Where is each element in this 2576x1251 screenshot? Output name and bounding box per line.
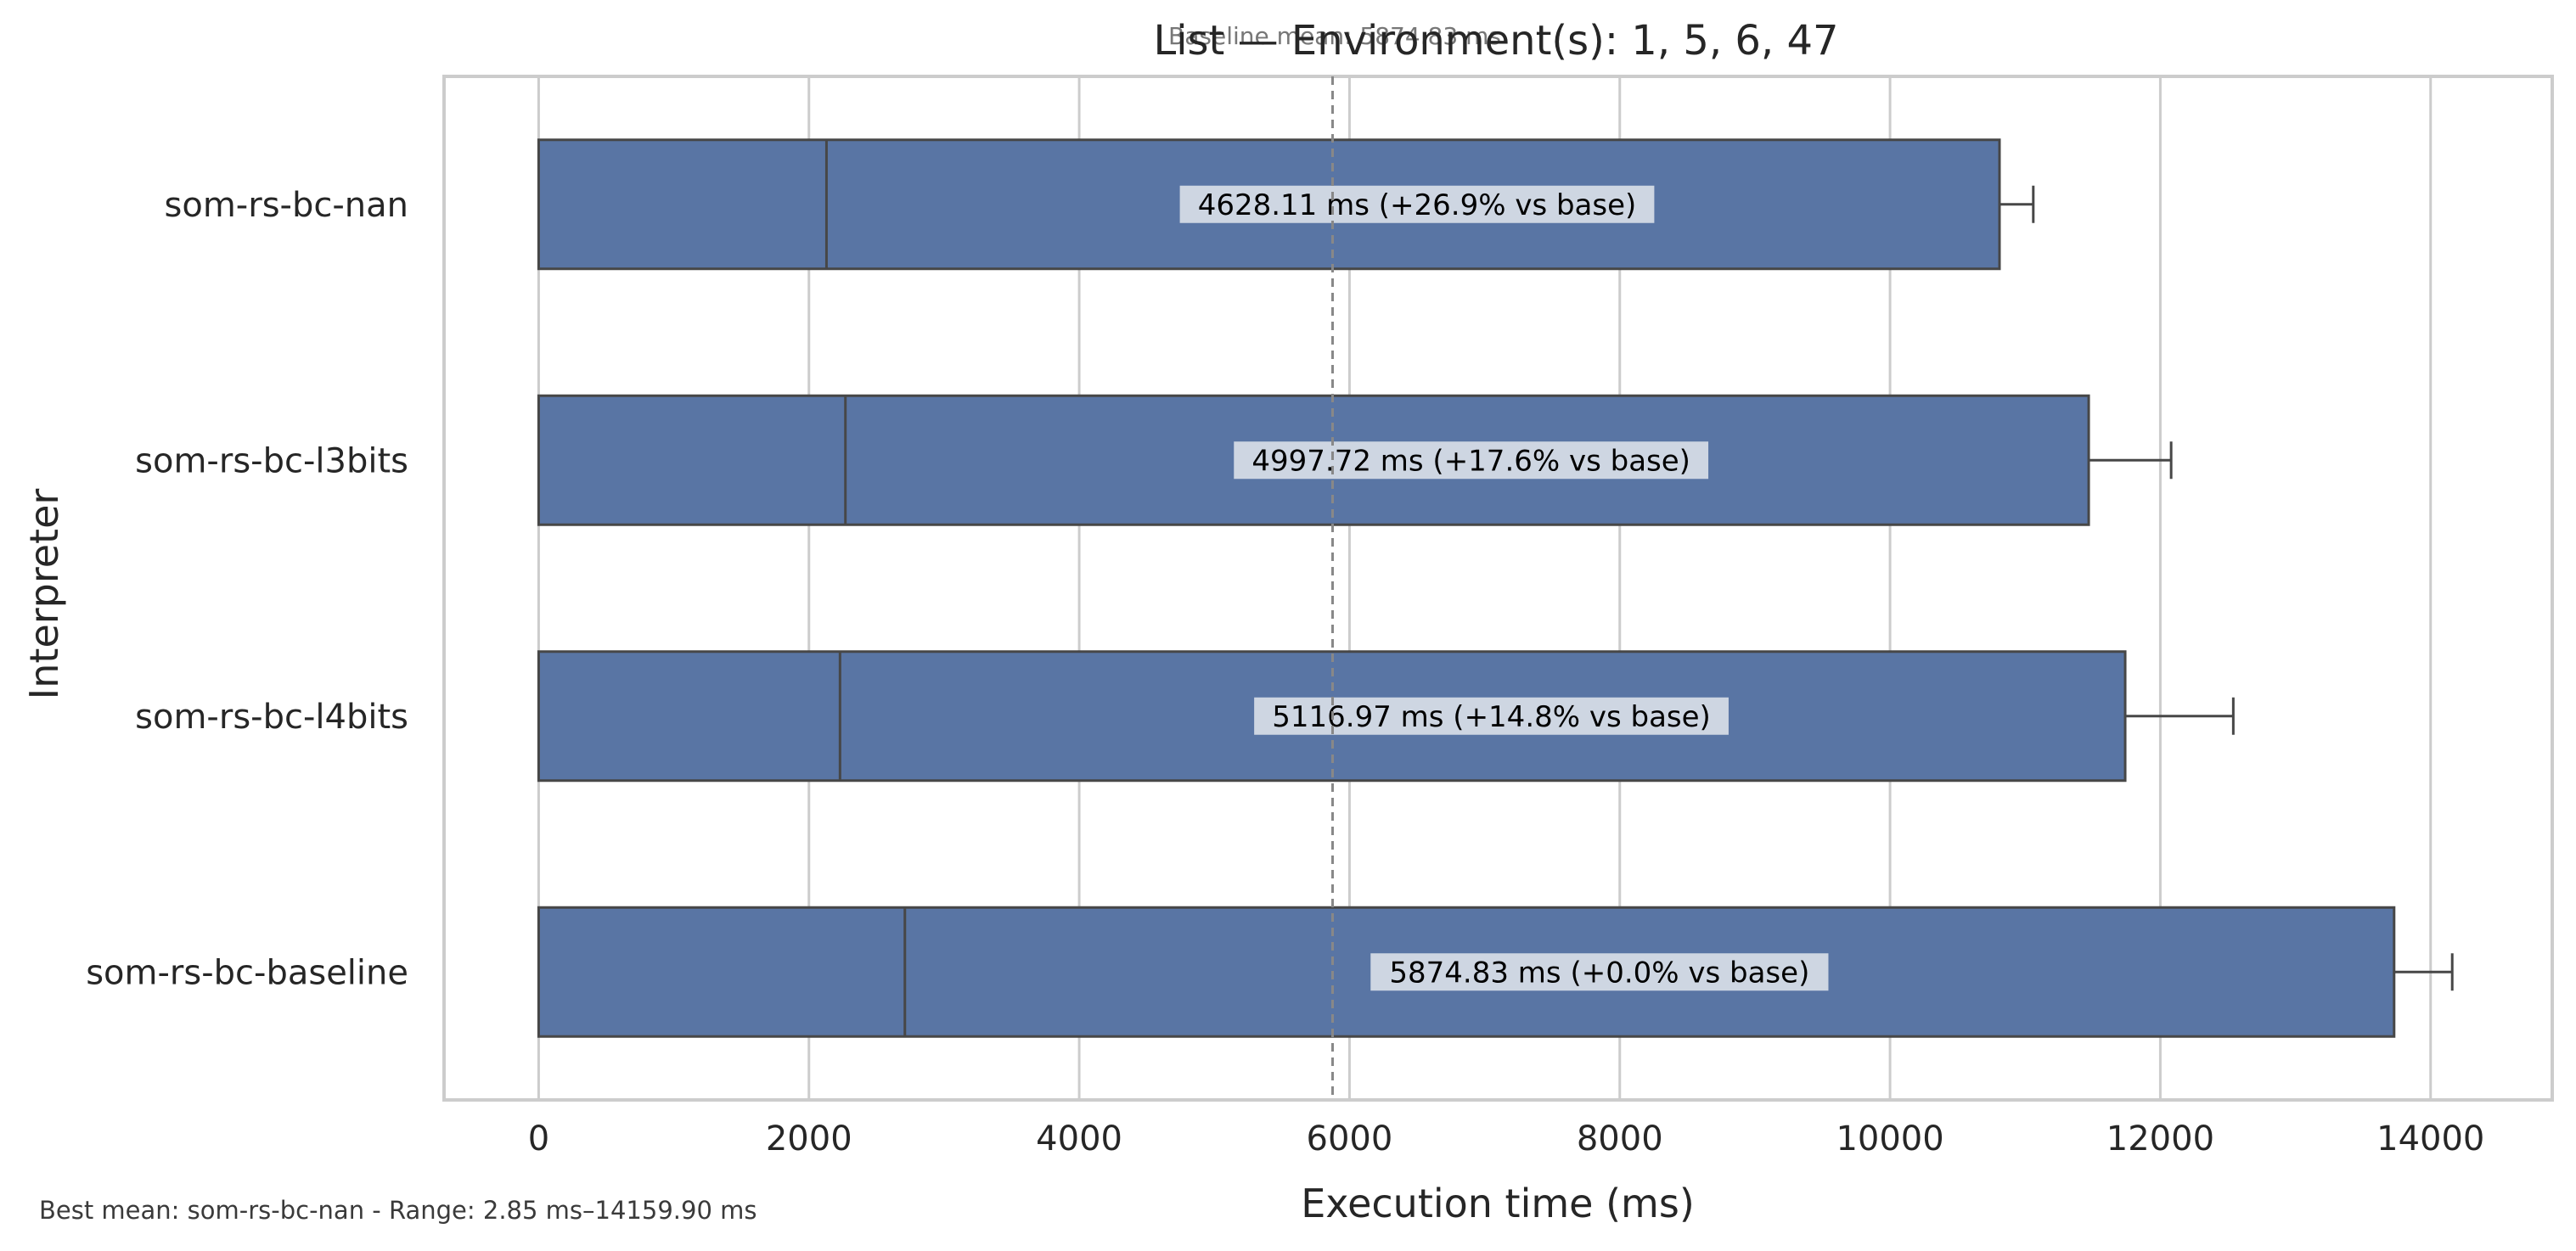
data-label-background: [1234, 441, 1709, 480]
footer-note: Best mean: som-rs-bc-nan - Range: 2.85 m…: [39, 1196, 756, 1225]
y-tick-label: som-rs-bc-nan: [165, 186, 408, 225]
data-label: 4997.72 ms (+17.6% vs base): [1251, 444, 1690, 478]
y-tick-label: som-rs-bc-baseline: [86, 953, 408, 992]
baseline-note: Baseline mean: 5874.83 ms: [1168, 22, 1501, 50]
x-tick-label: 0: [528, 1119, 549, 1158]
x-tick-label: 8000: [1577, 1119, 1663, 1158]
data-label: 4628.11 ms (+26.9% vs base): [1198, 188, 1637, 222]
data-label: 5874.83 ms (+0.0% vs base): [1389, 956, 1809, 990]
data-label-background: [1370, 953, 1829, 991]
x-tick-label: 4000: [1036, 1119, 1122, 1158]
bars-layer: 4628.11 ms (+26.9% vs base) 4997.72 ms (+…: [537, 138, 2454, 1038]
x-tick-label: 12000: [2106, 1119, 2214, 1158]
plot-frame: [442, 75, 2554, 1102]
x-tick-label: 14000: [2376, 1119, 2484, 1158]
x-tick-label: 2000: [766, 1119, 852, 1158]
y-axis-label: Interpreter: [21, 489, 67, 700]
chart-title: List — Environment(s): 1, 5, 6, 47: [1153, 17, 1838, 65]
ticks-layer: 0 2000 4000 6000 8000 10000 12000 14000 som-rs-b…: [86, 186, 2484, 1158]
y-tick-label: som-rs-bc-l3bits: [135, 441, 408, 480]
x-tick-label: 6000: [1307, 1119, 1393, 1158]
data-label-background: [1179, 185, 1655, 223]
x-tick-label: 10000: [1836, 1119, 1943, 1158]
y-tick-label: som-rs-bc-l4bits: [135, 698, 408, 737]
data-label: 5116.97 ms (+14.8% vs base): [1272, 700, 1711, 734]
x-axis-label: Execution time (ms): [1301, 1181, 1695, 1226]
